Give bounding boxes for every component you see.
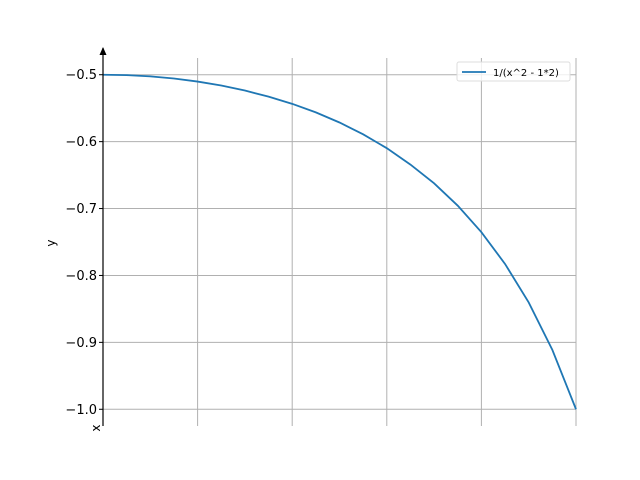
legend-box xyxy=(456,61,571,82)
y-axis-label: y xyxy=(44,239,58,246)
y-tick-label: −0.8 xyxy=(65,269,97,284)
y-ticks: −0.5 −0.6 −0.7 −0.8 −0.9 −1.0 xyxy=(65,68,103,418)
legend-label: 1/(x^2 - 1*2) xyxy=(493,68,559,79)
y-tick-label: −0.7 xyxy=(65,202,97,217)
grid xyxy=(103,58,577,426)
y-tick-label: −1.0 xyxy=(65,403,97,418)
series-line xyxy=(102,73,577,410)
y-tick-label: −0.9 xyxy=(65,336,97,351)
series-layer xyxy=(102,73,577,410)
y-axis-arrow xyxy=(99,47,107,55)
x-axis-label: x xyxy=(89,424,103,431)
axes xyxy=(99,47,107,426)
legend: 1/(x^2 - 1*2) xyxy=(456,61,571,82)
y-tick-label: −0.5 xyxy=(65,68,97,83)
y-tick-label: −0.6 xyxy=(65,135,97,150)
